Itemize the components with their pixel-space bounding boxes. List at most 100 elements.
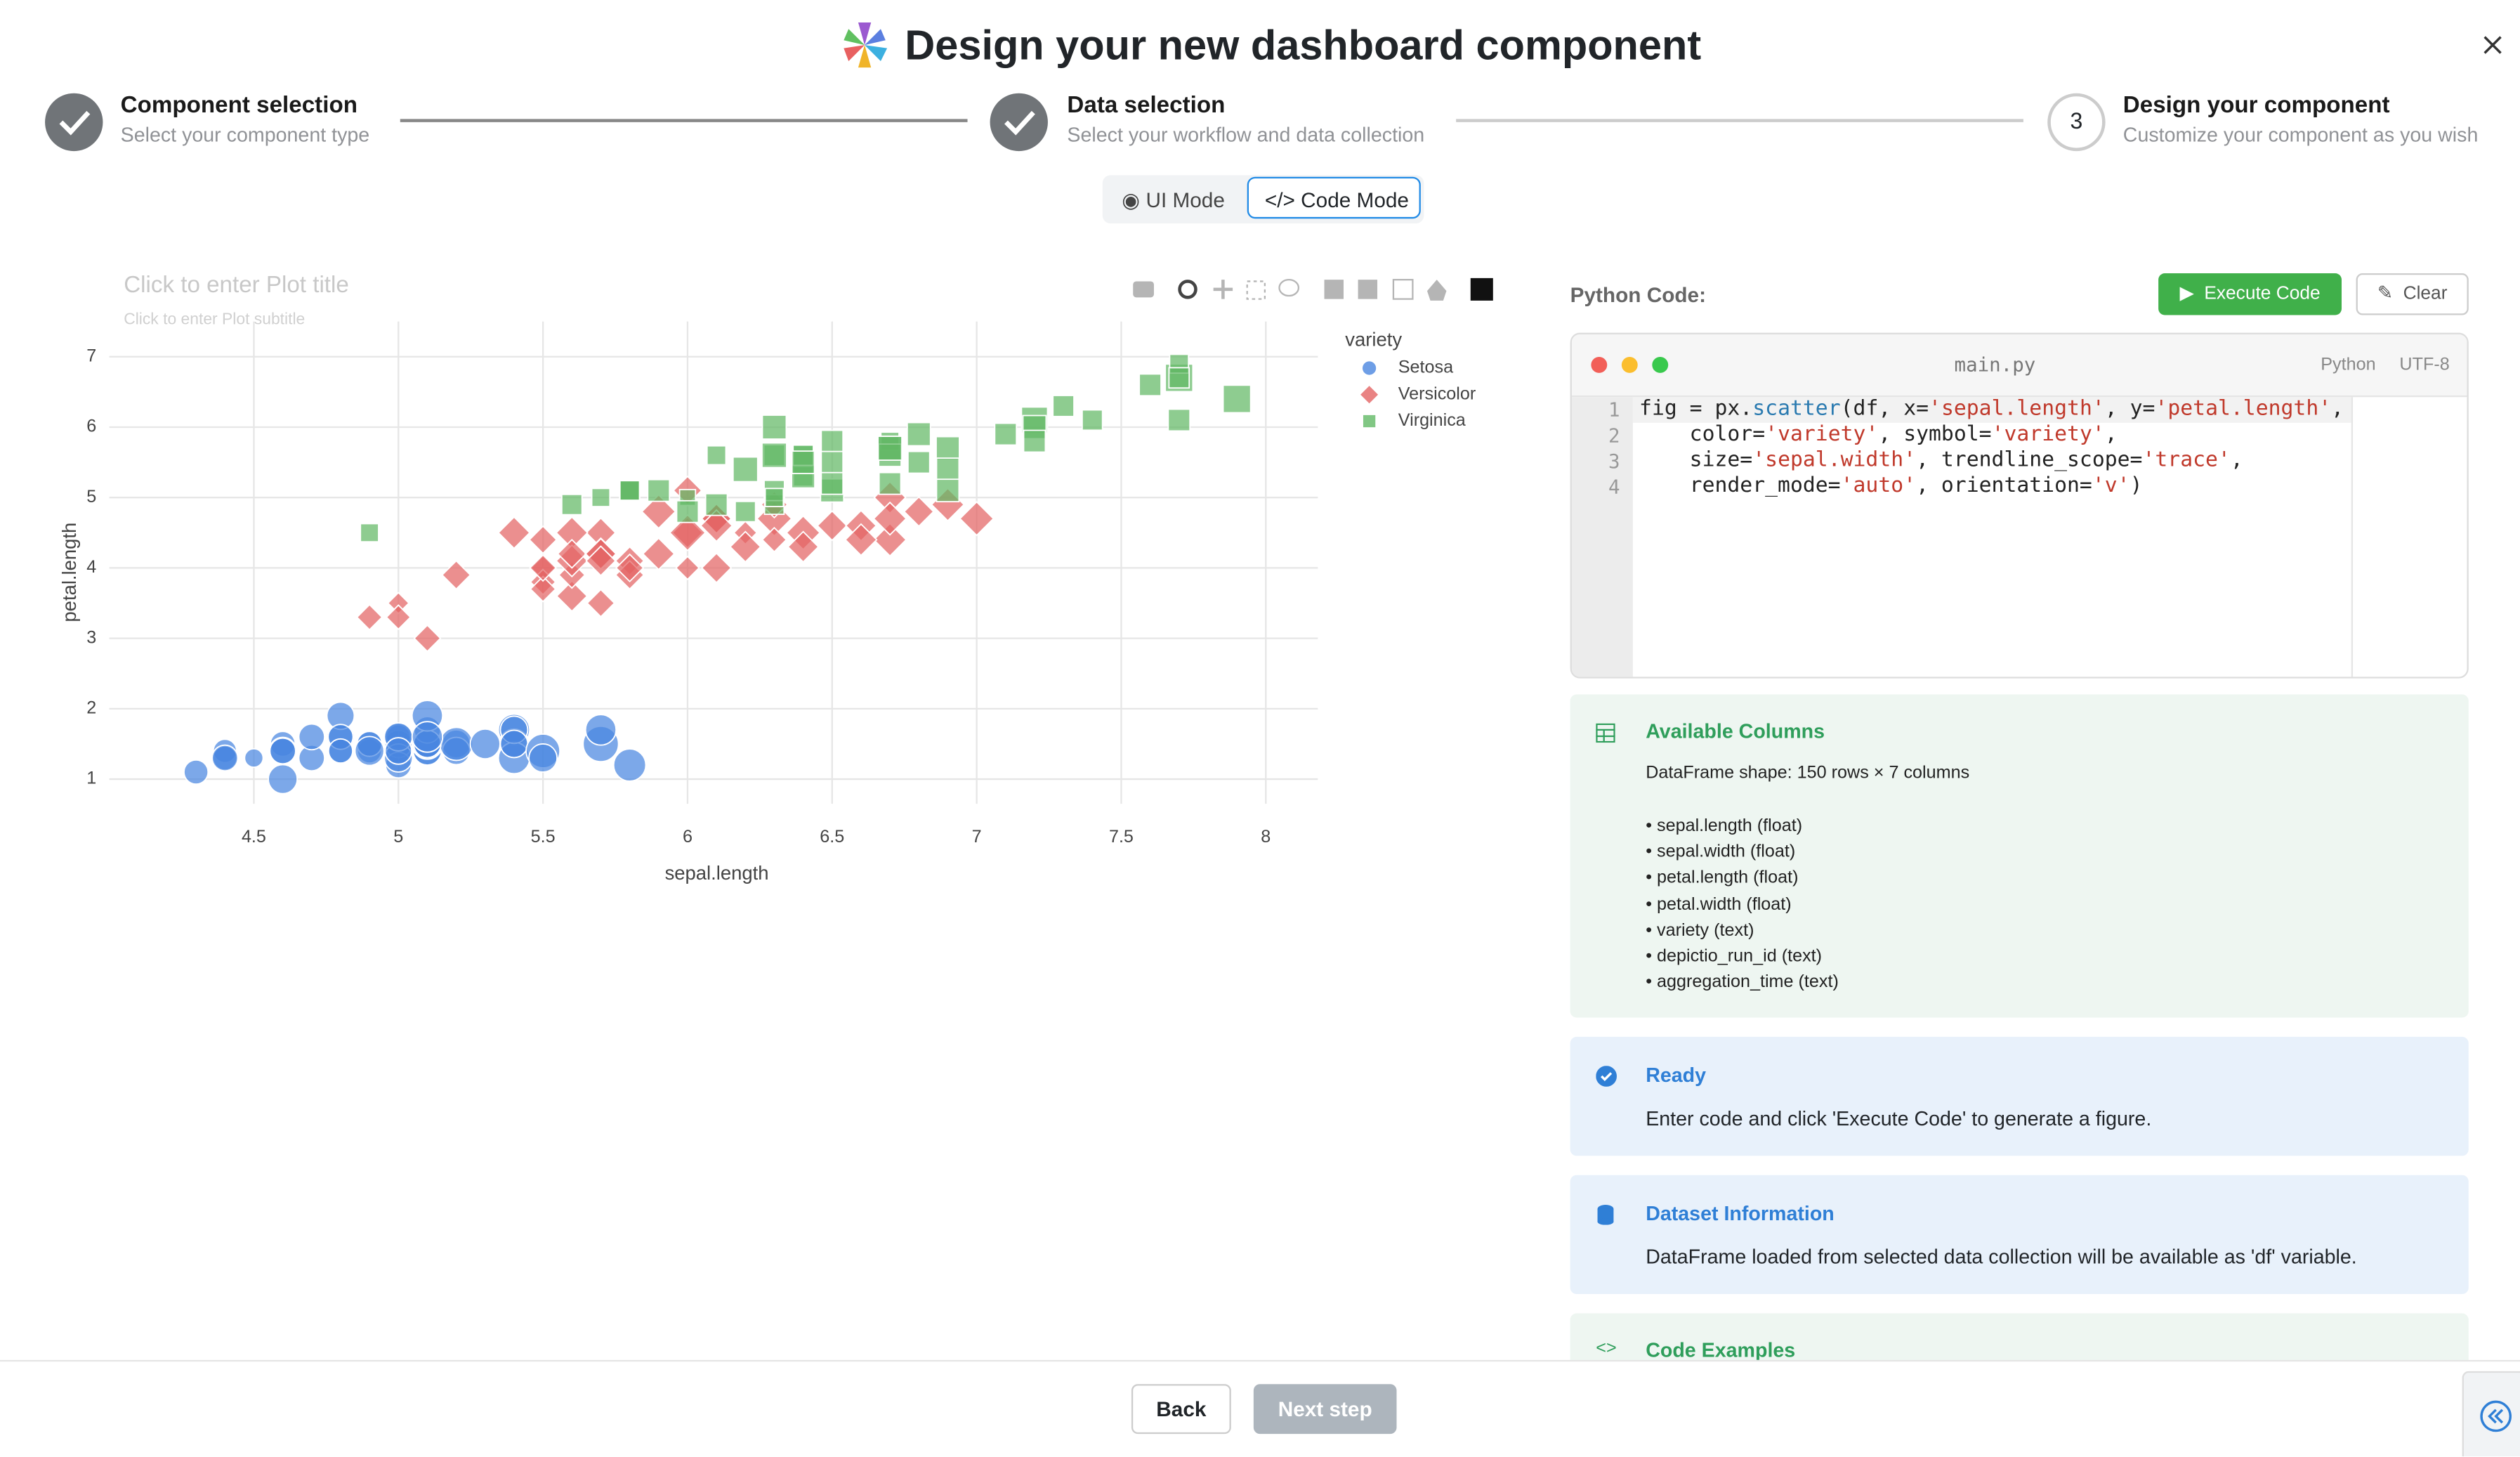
- dataset-panel: Dataset Information DataFrame loaded fro…: [1570, 1175, 2469, 1295]
- marker: [734, 500, 756, 523]
- column-item: • depictio_run_id (text): [1646, 946, 1823, 967]
- plot-subtitle[interactable]: Click to enter Plot subtitle: [124, 309, 305, 327]
- marker: [441, 560, 471, 590]
- marker: [1167, 408, 1191, 432]
- panel-title: Code Examples: [1646, 1339, 1796, 1362]
- execute-button[interactable]: ▶ Execute Code: [2158, 273, 2342, 315]
- marker: [1138, 373, 1162, 397]
- marker: [936, 436, 960, 461]
- marker: [529, 575, 557, 603]
- marker: [298, 723, 325, 751]
- legend-symbol: [1362, 361, 1377, 375]
- y-tick-label: 7: [86, 346, 96, 365]
- marker: [528, 525, 558, 554]
- ui-mode-label: UI Mode: [1146, 188, 1225, 213]
- x-tick-label: 6.5: [820, 827, 844, 847]
- legend-label: Virginica: [1398, 410, 1466, 430]
- code-line: render_mode='auto', orientation='v'): [1639, 474, 2143, 499]
- marker: [385, 604, 412, 630]
- code-mode: </> Code Mode: [1264, 188, 1409, 213]
- code-line: size='sepal.width', trendline_scope='tra…: [1639, 448, 2243, 473]
- marker: [1023, 429, 1046, 453]
- panel-text: DataFrame loaded from selected data coll…: [1646, 1246, 2357, 1269]
- marker: [556, 538, 587, 569]
- code-line: fig = px.scatter(df, x='sepal.length', y…: [1639, 397, 2344, 422]
- marker: [791, 450, 815, 474]
- marker: [936, 478, 960, 503]
- code-editor[interactable]: main.py Python UTF-8 1 fig = px.scatter(d…: [1570, 332, 2469, 679]
- logo: [844, 22, 888, 68]
- marker: [586, 588, 616, 618]
- filename: main.py: [1954, 353, 2036, 377]
- marker: [384, 737, 413, 765]
- panel-title: Available Columns: [1646, 720, 1825, 743]
- marker: [906, 422, 931, 447]
- close-button[interactable]: [2480, 32, 2506, 58]
- back-button[interactable]: Back: [1131, 1384, 1231, 1435]
- x-tick-label: 5: [393, 827, 403, 847]
- columns-panel: Available Columns DataFrame shape: 150 r…: [1570, 694, 2469, 1018]
- plot-title[interactable]: Click to enter Plot title: [124, 272, 349, 298]
- marker: [872, 522, 907, 557]
- marker: [529, 554, 557, 582]
- code-line: color='variety', symbol='variety',: [1639, 422, 2118, 447]
- marker: [669, 514, 707, 551]
- language: Python: [2321, 355, 2376, 375]
- title: Design your new dashboard component: [905, 20, 1702, 70]
- x-tick-label: 4.5: [242, 827, 266, 847]
- x-tick-label: 7.5: [1109, 827, 1134, 847]
- marker: [907, 450, 931, 474]
- step-number: 3: [2070, 107, 2083, 133]
- execute-label: Execute Code: [2204, 285, 2321, 304]
- chart: Click to enter Plot title Click to enter…: [58, 272, 1493, 884]
- y-tick-label: 2: [86, 698, 96, 717]
- x-tick-label: 7: [972, 827, 982, 847]
- code-mode-button[interactable]: [1247, 176, 1421, 219]
- column-item: • sepal.width (float): [1646, 842, 1796, 862]
- step-subtitle: Customize your component as you wish: [2122, 124, 2479, 147]
- x-tick-label: 8: [1261, 827, 1271, 847]
- modebar: [1133, 277, 1493, 301]
- marker: [844, 523, 878, 556]
- marker: [1081, 409, 1103, 431]
- collapse-button[interactable]: [2462, 1371, 2520, 1457]
- marker: [499, 729, 529, 759]
- marker: [642, 537, 676, 570]
- x-tick-label: 6: [683, 827, 693, 847]
- marker: [556, 580, 589, 613]
- marker: [936, 457, 960, 481]
- next-button[interactable]: Next step: [1253, 1384, 1397, 1435]
- marker: [878, 471, 902, 495]
- line-number: 4: [1608, 476, 1620, 499]
- legend-label: Setosa: [1398, 358, 1453, 377]
- ui-mode-button[interactable]: ◉ UI Mode: [1122, 188, 1225, 213]
- x-tick-label: 5.5: [531, 827, 556, 847]
- line-number: 1: [1608, 398, 1620, 422]
- y-tick-label: 3: [86, 627, 96, 647]
- marker: [615, 553, 645, 583]
- line-number: 2: [1608, 424, 1620, 447]
- legend-label: Versicolor: [1398, 384, 1476, 403]
- stepper: [45, 93, 2106, 152]
- marker: [647, 478, 671, 502]
- marker: [1168, 367, 1190, 389]
- marker: [761, 414, 787, 440]
- marker: [244, 747, 264, 769]
- line-number: 3: [1608, 450, 1620, 473]
- marker: [764, 488, 785, 507]
- step-title: Design your component: [2122, 93, 2390, 119]
- marker: [619, 480, 641, 501]
- clear-label: Clear: [2403, 285, 2448, 304]
- column-item: • variety (text): [1646, 920, 1754, 941]
- y-tick-label: 5: [86, 487, 96, 507]
- marker: [820, 471, 844, 495]
- clear-button[interactable]: ✎ Clear: [2356, 273, 2469, 315]
- marker: [872, 501, 907, 536]
- marker: [820, 450, 844, 474]
- marker: [761, 442, 787, 469]
- marker: [732, 456, 759, 483]
- marker: [700, 509, 733, 542]
- marker: [641, 494, 676, 530]
- marker: [469, 728, 501, 760]
